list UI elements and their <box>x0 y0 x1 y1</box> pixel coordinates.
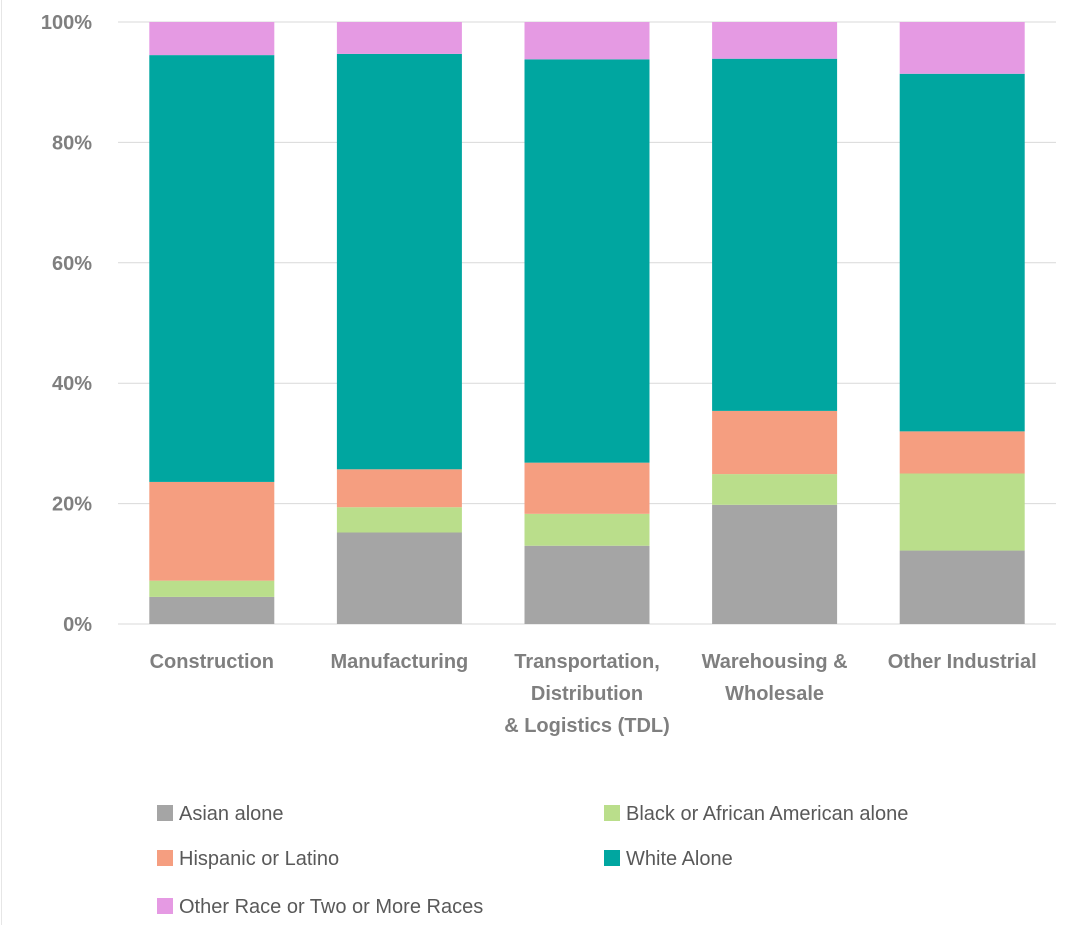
y-tick-label: 100% <box>41 12 92 34</box>
bar-segment <box>149 481 275 581</box>
bar-segment <box>149 596 275 624</box>
legend-swatch <box>604 805 620 821</box>
y-tick-label: 80% <box>52 132 92 154</box>
legend-swatch <box>157 805 173 821</box>
bar-segment <box>524 59 650 463</box>
bar-segment <box>336 469 462 508</box>
x-category-label: Other Industrial <box>888 651 1037 673</box>
bar-segment <box>336 53 462 470</box>
x-axis-category-labels: Construction Manufacturing Transportation,… <box>150 651 1037 737</box>
legend-label: Other Race or Two or More Races <box>179 896 483 918</box>
bars <box>149 22 1025 624</box>
legend-label: White Alone <box>626 848 733 870</box>
legend-label: Hispanic or Latino <box>179 848 339 870</box>
y-tick-label: 0% <box>63 614 92 636</box>
bar-segment <box>524 462 650 514</box>
x-category-label: Manufacturing <box>331 651 469 673</box>
bar-segment <box>712 410 838 475</box>
legend-label: Black or African American alone <box>626 803 908 825</box>
bar-segment <box>899 431 1025 474</box>
x-category-label: Construction <box>150 651 274 673</box>
x-category-label: Warehousing & Wholesale <box>702 651 848 705</box>
bar-segment <box>524 545 650 624</box>
legend-swatch <box>157 850 173 866</box>
bar-segment <box>149 580 275 597</box>
y-tick-label: 60% <box>52 253 92 275</box>
legend-swatch <box>157 898 173 914</box>
bar-segment <box>336 507 462 533</box>
bar-segment <box>712 22 838 59</box>
bar-segment <box>149 55 275 482</box>
bar-segment <box>899 22 1025 74</box>
x-category-label: Transportation, Distribution & Logistics (… <box>504 651 670 737</box>
legend-label: Asian alone <box>179 803 284 825</box>
bar-segment <box>712 474 838 505</box>
bar-segment <box>899 550 1025 624</box>
bar-segment <box>712 504 838 624</box>
bar-segment <box>899 473 1025 551</box>
bar-segment <box>336 532 462 624</box>
bar-segment <box>524 22 650 60</box>
bar-segment <box>524 513 650 546</box>
legend: Asian alone Black or African American alo… <box>157 803 908 918</box>
bar-segment <box>149 22 275 56</box>
bar-segment <box>336 22 462 54</box>
legend-swatch <box>604 850 620 866</box>
y-axis-tick-labels: 0% 20% 40% 60% 80% 100% <box>41 12 92 636</box>
y-tick-label: 20% <box>52 494 92 516</box>
y-tick-label: 40% <box>52 373 92 395</box>
bar-segment <box>712 58 838 411</box>
bar-segment <box>899 73 1025 432</box>
